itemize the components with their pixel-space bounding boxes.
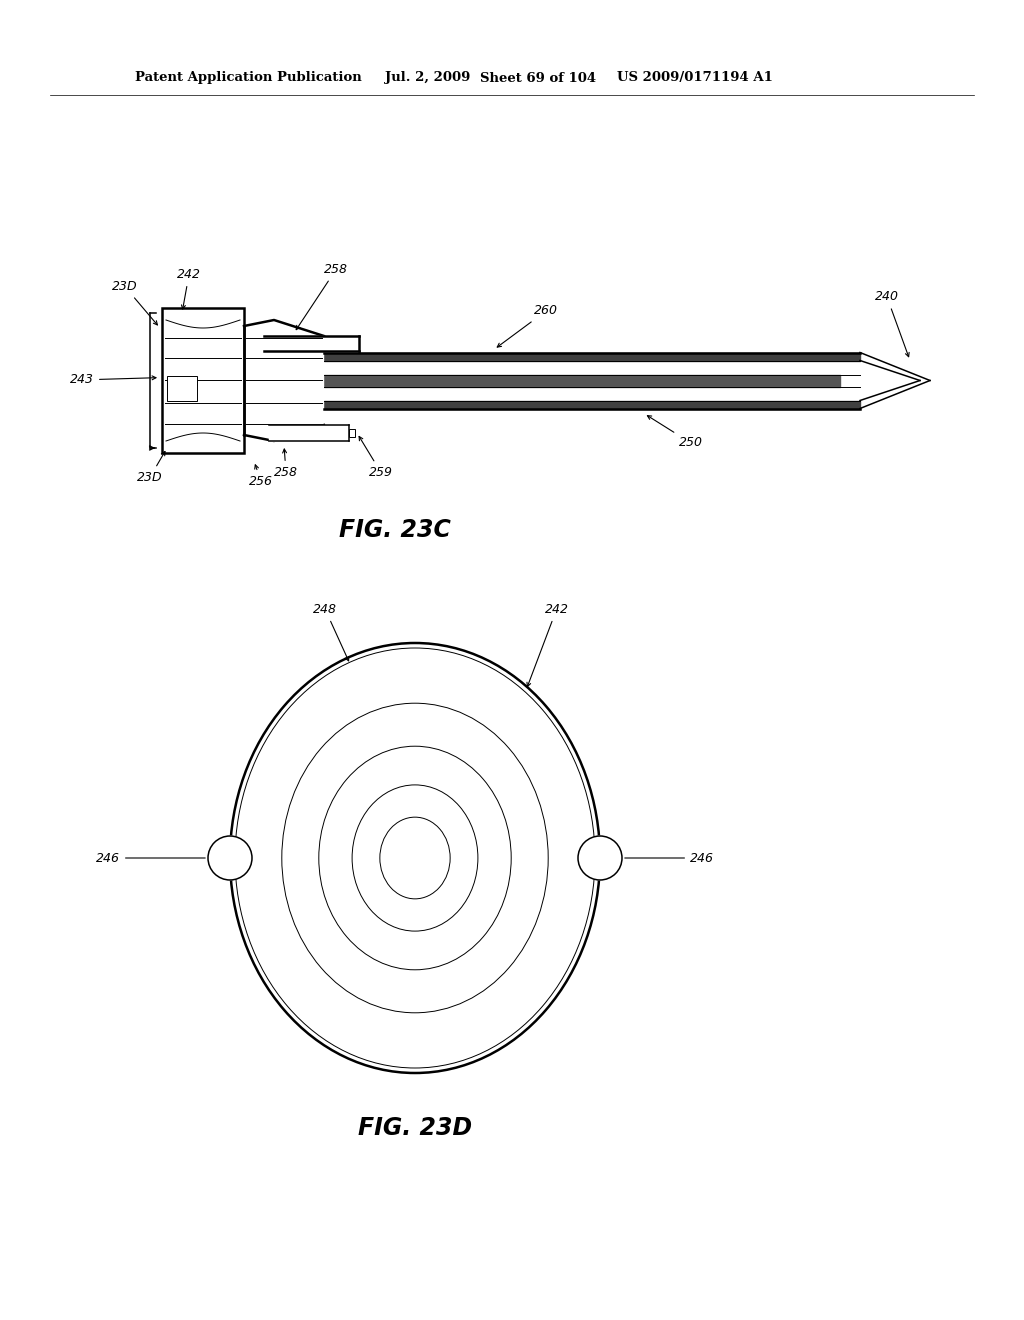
Text: 260: 260	[498, 305, 558, 347]
Text: 256: 256	[249, 465, 273, 488]
Polygon shape	[578, 836, 622, 880]
Text: 240: 240	[874, 290, 909, 356]
Bar	[162, 308, 244, 453]
Text: 23D: 23D	[112, 280, 158, 325]
Bar	[349, 429, 355, 437]
Text: 243: 243	[70, 374, 156, 387]
Text: 246: 246	[625, 851, 714, 865]
Text: 259: 259	[359, 437, 393, 479]
Text: Jul. 2, 2009: Jul. 2, 2009	[385, 71, 470, 84]
Text: 250: 250	[647, 416, 703, 450]
Text: US 2009/0171194 A1: US 2009/0171194 A1	[617, 71, 773, 84]
Text: FIG. 23D: FIG. 23D	[358, 1115, 472, 1140]
Text: 23D: 23D	[137, 451, 165, 484]
Text: 242: 242	[527, 603, 568, 686]
Polygon shape	[208, 836, 252, 880]
Text: 248: 248	[313, 603, 349, 661]
Text: 246: 246	[96, 851, 205, 865]
Text: Patent Application Publication: Patent Application Publication	[135, 71, 361, 84]
Text: Sheet 69 of 104: Sheet 69 of 104	[480, 71, 596, 84]
Text: 242: 242	[177, 268, 201, 309]
Text: 258: 258	[296, 263, 348, 330]
Text: FIG. 23C: FIG. 23C	[339, 517, 451, 543]
Text: 258: 258	[274, 449, 298, 479]
Bar	[167, 376, 197, 401]
